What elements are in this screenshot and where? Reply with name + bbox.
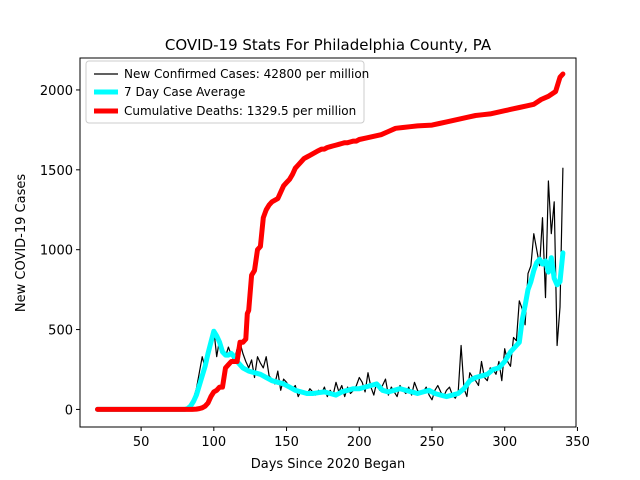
series-line-7day-average — [95, 250, 566, 412]
series-line-new-cases — [96, 167, 564, 410]
chart-title: COVID-19 Stats For Philadelphia County, … — [165, 36, 492, 54]
x-tick-label: 100 — [201, 435, 226, 450]
y-axis: 0 500 1000 1500 2000 — [40, 84, 80, 418]
legend-label-deaths: Cumulative Deaths: 1329.5 per million — [124, 104, 356, 118]
x-tick-label: 200 — [347, 435, 372, 450]
y-tick-label: 1000 — [40, 244, 73, 259]
plot-area — [95, 71, 566, 412]
x-tick-label: 300 — [492, 435, 517, 450]
x-axis: 50 100 150 200 250 300 350 — [133, 427, 590, 450]
y-axis-label: New COVID-19 Cases — [14, 174, 29, 312]
x-tick-label: 150 — [274, 435, 299, 450]
axes-frame — [79, 57, 577, 428]
x-tick-label: 50 — [133, 435, 150, 450]
x-tick-label: 250 — [420, 435, 445, 450]
legend-label-average: 7 Day Case Average — [124, 85, 245, 99]
x-tick-label: 350 — [565, 435, 590, 450]
series-line-cumulative-deaths — [95, 71, 566, 412]
y-tick-label: 1500 — [40, 164, 73, 179]
y-tick-label: 2000 — [40, 84, 73, 99]
legend-label-cases: New Confirmed Cases: 42800 per million — [124, 67, 369, 81]
x-axis-label: Days Since 2020 Began — [251, 457, 406, 472]
y-tick-label: 0 — [65, 403, 73, 418]
y-tick-label: 500 — [48, 324, 73, 339]
legend: New Confirmed Cases: 42800 per million 7… — [85, 60, 369, 124]
legend-box — [85, 60, 365, 124]
